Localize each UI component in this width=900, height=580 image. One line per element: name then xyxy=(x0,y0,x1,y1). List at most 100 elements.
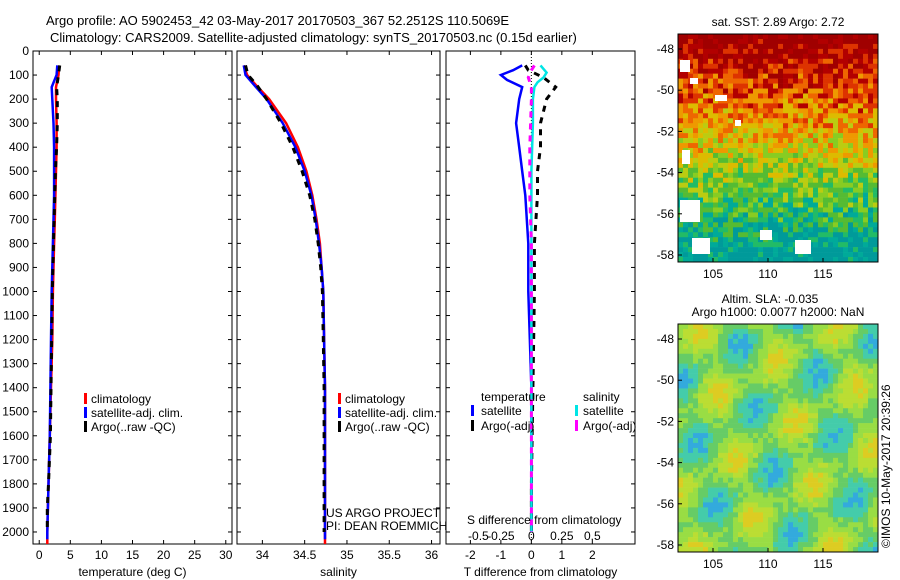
map-pixel xyxy=(753,408,759,414)
map-pixel xyxy=(818,222,824,228)
map-pixel xyxy=(688,167,694,174)
map-pixel xyxy=(743,172,749,179)
map-pixel xyxy=(823,43,829,50)
map-pixel xyxy=(678,462,684,469)
map-pixel xyxy=(858,522,864,528)
map-pixel xyxy=(833,438,839,444)
map-pixel xyxy=(858,428,864,434)
map-pixel xyxy=(813,542,819,548)
map-pixel xyxy=(803,338,809,345)
map-pixel xyxy=(798,527,804,533)
map-pixel xyxy=(823,232,829,238)
map-pixel xyxy=(853,502,859,508)
map-pixel xyxy=(678,457,684,464)
map-pixel xyxy=(838,433,844,439)
map-pixel xyxy=(838,492,844,498)
map-pixel xyxy=(828,418,834,424)
map-pixel xyxy=(703,423,709,429)
map-pixel xyxy=(853,353,859,359)
map-pixel xyxy=(678,388,684,394)
map-pixel xyxy=(733,217,739,223)
map-pixel xyxy=(693,447,699,454)
map-pixel xyxy=(798,408,804,414)
map-pixel xyxy=(748,227,754,233)
map-pixel xyxy=(858,123,864,129)
map-pixel xyxy=(698,93,704,99)
map-pixel xyxy=(858,118,864,124)
map-pixel xyxy=(708,348,714,355)
map-pixel xyxy=(853,423,859,429)
map-pixel xyxy=(753,487,759,493)
legend-t-argo-label: Argo(-adj) xyxy=(481,419,534,433)
map-pixel xyxy=(678,378,684,384)
map-pixel xyxy=(868,38,874,45)
map-pixel xyxy=(773,68,779,74)
map-pixel xyxy=(728,172,734,179)
map-pixel xyxy=(713,242,719,248)
difference-legend: temperature salinity satellite Argo(-adj… xyxy=(471,390,636,433)
map-pixel xyxy=(708,58,714,65)
map-pixel xyxy=(853,482,859,488)
map-pixel xyxy=(708,212,714,218)
map-pixel xyxy=(773,123,779,129)
map-pixel xyxy=(743,53,749,60)
map-pixel xyxy=(763,98,769,104)
map-pixel xyxy=(773,187,779,193)
map-pixel xyxy=(843,53,849,60)
map-pixel xyxy=(758,383,764,389)
map-pixel xyxy=(838,177,844,183)
map-pixel xyxy=(853,68,859,74)
map-pixel xyxy=(743,522,749,528)
map-pixel xyxy=(683,368,689,374)
map-pixel xyxy=(843,93,849,99)
map-pixel xyxy=(773,197,779,203)
s-tick-label: -0.25 xyxy=(487,529,515,543)
map-pixel xyxy=(863,507,869,513)
map-pixel xyxy=(763,108,769,114)
map-pixel xyxy=(723,252,729,258)
map-pixel xyxy=(683,227,689,233)
map-pixel xyxy=(818,492,824,498)
map-pixel xyxy=(793,358,799,364)
map-pixel xyxy=(848,477,854,483)
map-pixel xyxy=(683,48,689,55)
map-pixel xyxy=(678,522,684,528)
map-pixel xyxy=(748,108,754,114)
map-pixel xyxy=(803,172,809,179)
map-pixel xyxy=(798,512,804,518)
map-pixel xyxy=(728,202,734,208)
map-pixel xyxy=(743,73,749,79)
map-pixel xyxy=(763,177,769,183)
map-pixel xyxy=(873,522,879,528)
map-pixel xyxy=(873,348,879,355)
map-pixel xyxy=(773,143,779,149)
map-pixel xyxy=(868,63,874,69)
map-pixel xyxy=(848,128,854,134)
map-pixel xyxy=(793,507,799,513)
map-pixel xyxy=(818,34,824,40)
y-tick-label: 1000 xyxy=(2,284,29,298)
map-pixel xyxy=(723,152,729,159)
map-pixel xyxy=(768,547,774,553)
map-pixel xyxy=(713,492,719,498)
map-pixel xyxy=(743,452,749,459)
map-pixel xyxy=(793,177,799,183)
map-pixel xyxy=(693,324,699,330)
map-pixel xyxy=(698,88,704,94)
map-pixel xyxy=(823,537,829,543)
map-pixel xyxy=(688,388,694,394)
map-pixel xyxy=(728,328,734,335)
map-pixel xyxy=(783,472,789,478)
map-pixel xyxy=(703,148,709,154)
map-pixel xyxy=(803,403,809,409)
map-pixel xyxy=(808,63,814,69)
map-pixel xyxy=(768,358,774,364)
map-pixel xyxy=(713,212,719,218)
map-pixel xyxy=(833,187,839,193)
no-data-patch xyxy=(692,238,710,254)
map-pixel xyxy=(818,447,824,454)
map-pixel xyxy=(788,333,794,340)
map-pixel xyxy=(788,167,794,174)
map-pixel xyxy=(818,118,824,124)
x-tick-label: 2 xyxy=(589,548,596,562)
